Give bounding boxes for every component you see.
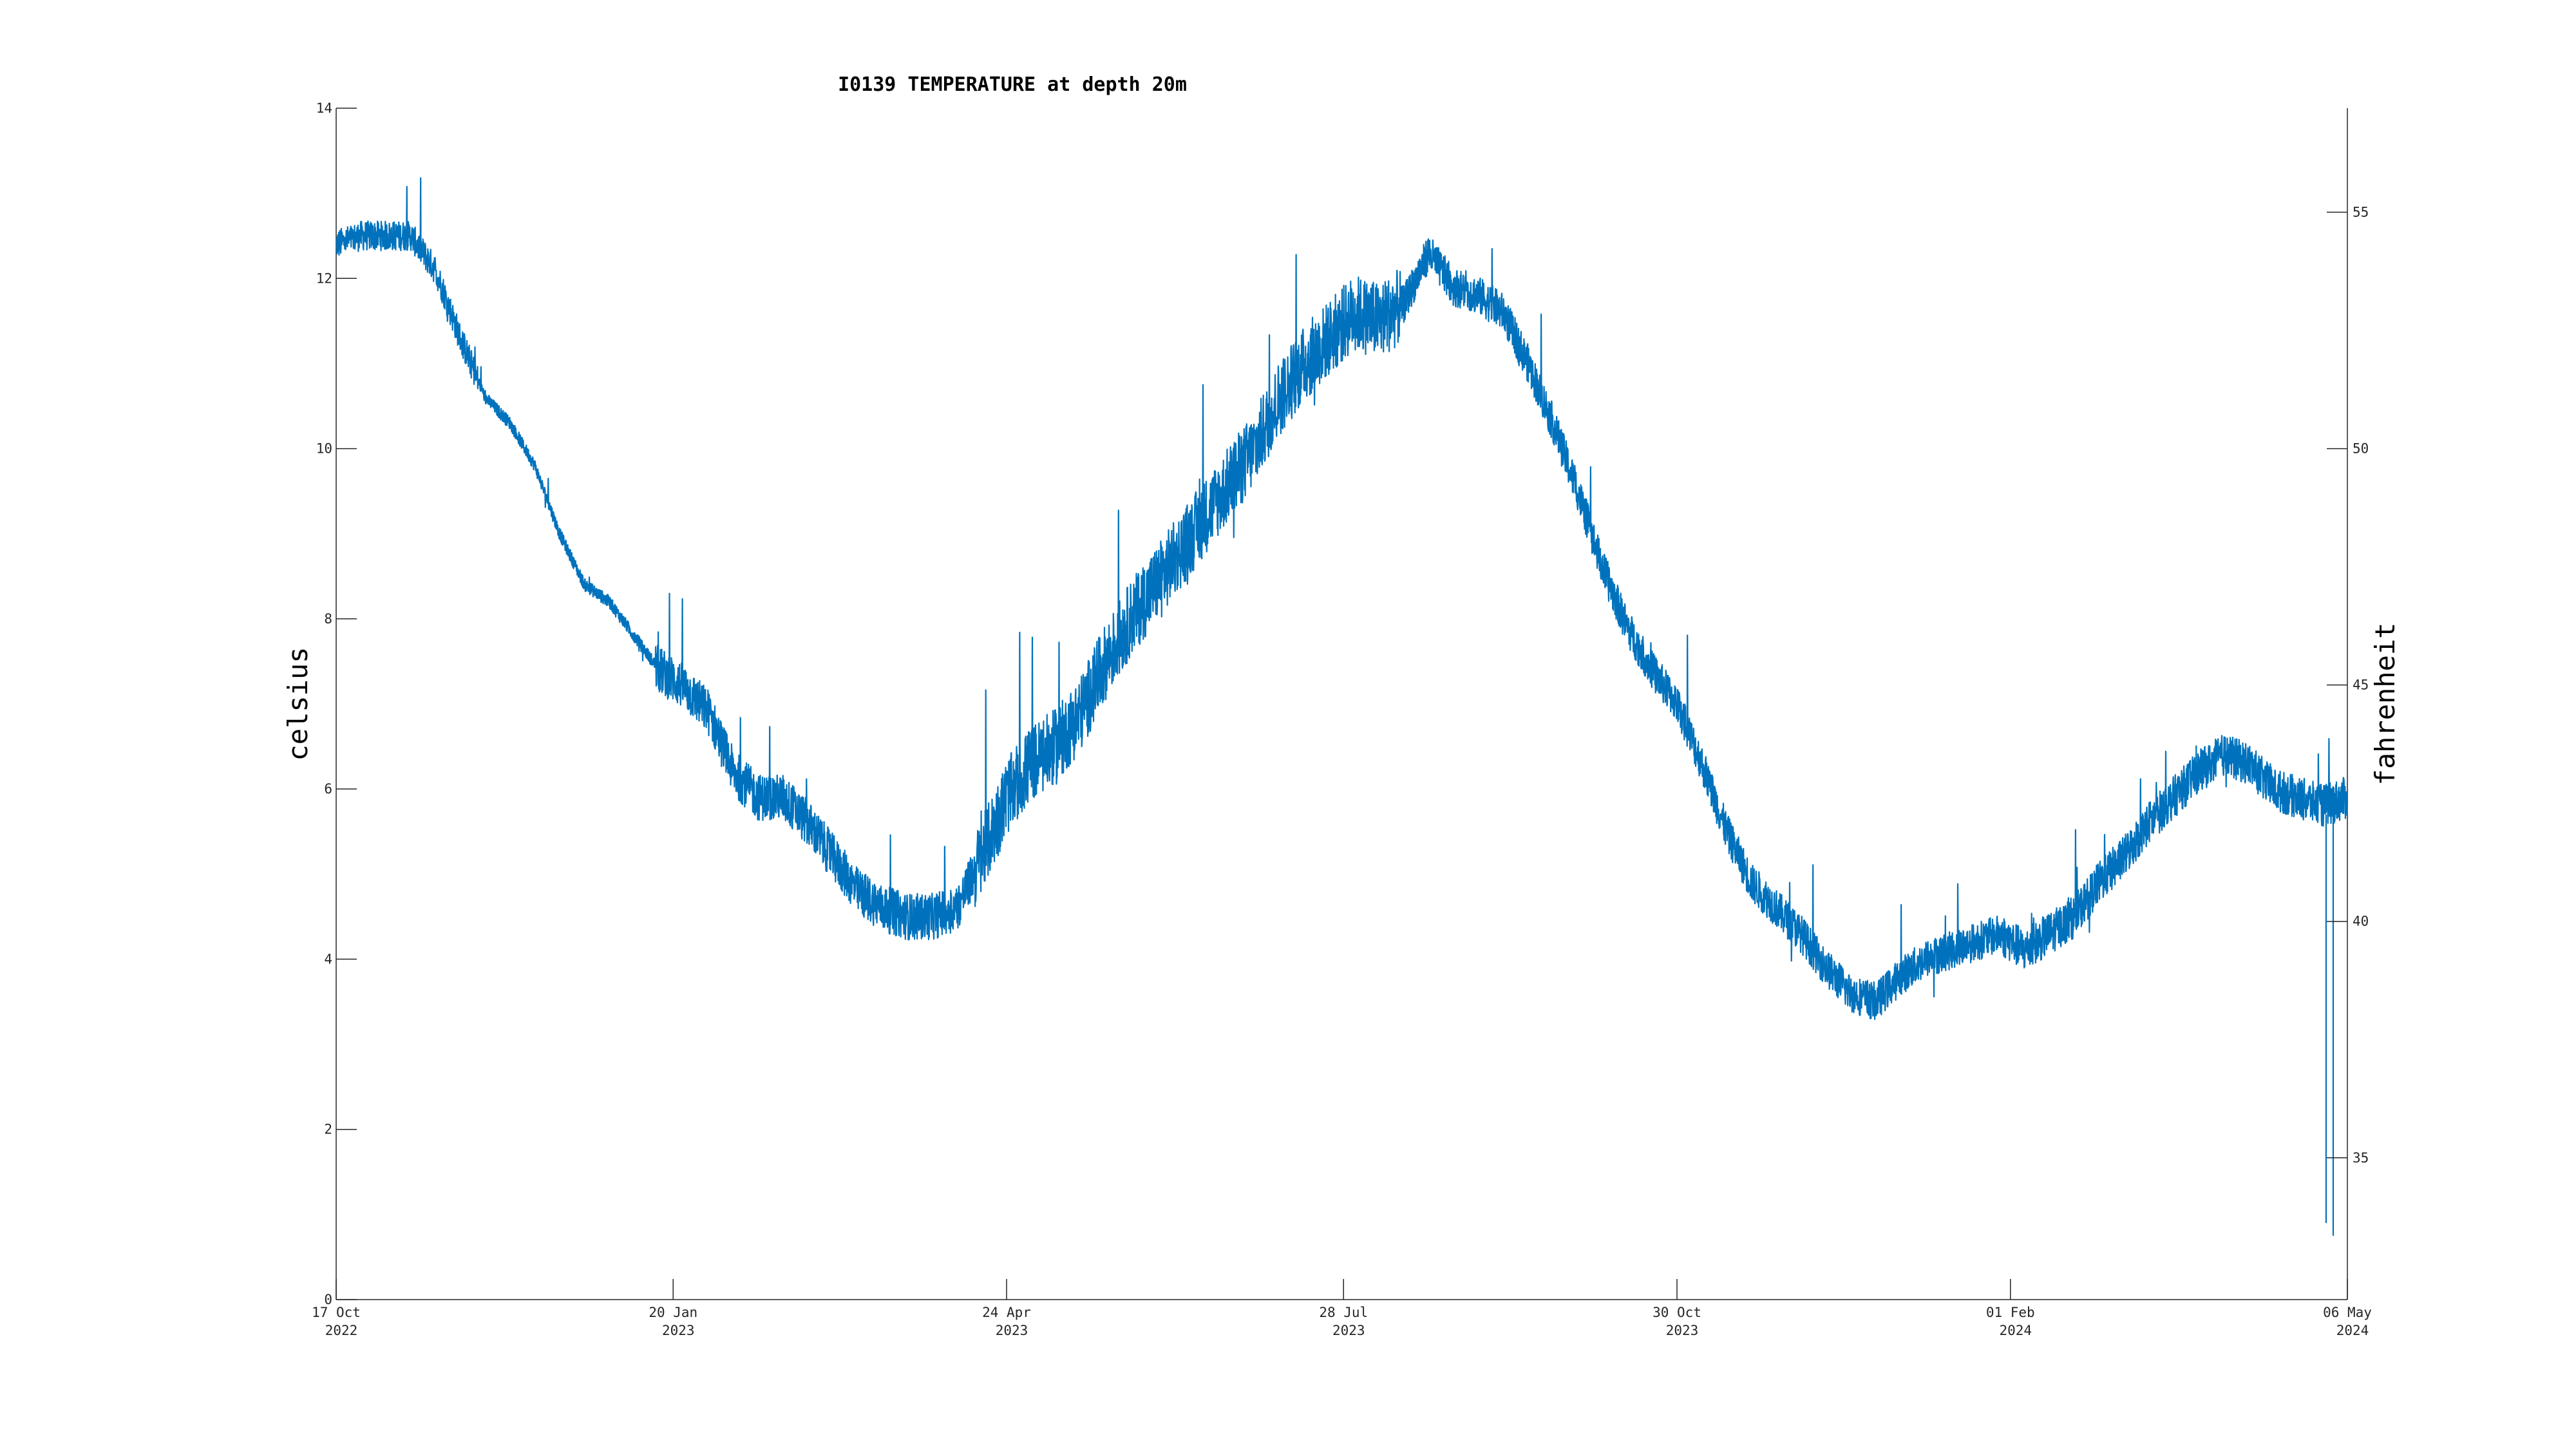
y-tick-label: 0	[324, 1292, 332, 1307]
right-y-ticks: 35 40 45 50 55	[2327, 205, 2369, 1166]
x-tick-year-label: 2023	[996, 1323, 1028, 1338]
y-right-tick-label: 50	[2353, 441, 2369, 457]
y-axis-label-right: fahrenheit	[2369, 623, 2401, 786]
x-tick-label: 24 Apr	[982, 1305, 1031, 1320]
y-tick-label: 12	[316, 270, 332, 286]
x-tick-year-label: 2023	[662, 1323, 695, 1338]
series-layer	[336, 177, 2349, 1236]
y-tick-label: 6	[324, 781, 332, 797]
y-tick-label: 2	[324, 1122, 332, 1137]
y-tick-label: 4	[324, 951, 332, 967]
x-tick-year-label: 2023	[1666, 1323, 1699, 1338]
y-tick-label: 14	[316, 100, 332, 116]
left-y-ticks: 0 2 4 6 8 10 12 14	[316, 100, 357, 1307]
x-tick-label: 17 Oct	[312, 1305, 361, 1320]
x-tick-label: 30 Oct	[1653, 1305, 1701, 1320]
temperature-series-line	[336, 177, 2349, 1020]
y-right-tick-label: 35	[2353, 1150, 2369, 1166]
chart-title: I0139 TEMPERATURE at depth 20m	[838, 73, 1187, 96]
y-right-tick-label: 55	[2353, 205, 2369, 220]
x-tick-label: 20 Jan	[649, 1305, 697, 1320]
x-tick-year-label: 2024	[2336, 1323, 2369, 1338]
y-axis-label-left: celsius	[282, 647, 314, 761]
x-tick-year-label: 2024	[1999, 1323, 2032, 1338]
y-tick-label: 8	[324, 611, 332, 627]
y-right-tick-label: 45	[2353, 677, 2369, 693]
plot-axes	[336, 108, 2348, 1300]
x-tick-year-label: 2022	[325, 1323, 358, 1338]
x-tick-label: 01 Feb	[1986, 1305, 2035, 1320]
x-ticks: 17 Oct 2022 20 Jan 2023 24 Apr 2023 28 Jul 2023…	[312, 1279, 2372, 1338]
x-tick-label: 06 May	[2323, 1305, 2372, 1320]
x-tick-label: 28 Jul	[1319, 1305, 1368, 1320]
y-tick-label: 10	[316, 441, 332, 457]
y-right-tick-label: 40	[2353, 914, 2369, 929]
x-tick-year-label: 2023	[1332, 1323, 1365, 1338]
